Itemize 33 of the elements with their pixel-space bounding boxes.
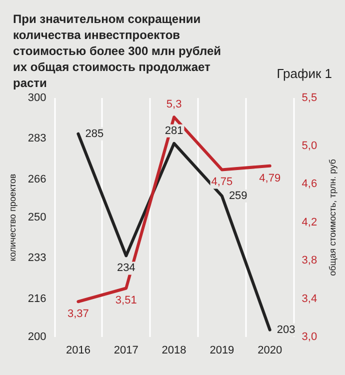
y2-tick-label: 5,5 xyxy=(302,92,318,104)
x-tick-label: 2018 xyxy=(162,344,186,356)
y-tick-label: 266 xyxy=(28,173,46,186)
y2-tick-label: 4,6 xyxy=(302,178,318,190)
y-tick-label: 233 xyxy=(28,252,46,264)
y2-tick-label: 4,2 xyxy=(302,216,318,228)
data-label: 259 xyxy=(228,190,248,202)
y-axis-title: количество проектов xyxy=(8,174,18,262)
y-tick-label: 200 xyxy=(28,331,46,343)
data-label: 285 xyxy=(85,128,104,140)
y2-tick-label: 5,0 xyxy=(302,140,318,152)
y-tick-label: 283 xyxy=(28,132,46,145)
y2-axis-title: общая стоимость, трлн. руб xyxy=(328,159,338,276)
data-label: 3,37 xyxy=(68,308,89,320)
y2-tick-label: 3,4 xyxy=(302,292,318,305)
y-tick-label: 250 xyxy=(28,212,46,224)
data-label: 4,75 xyxy=(211,176,233,188)
y2-tick-label: 3,0 xyxy=(302,331,318,343)
y-tick-label: 216 xyxy=(28,292,46,305)
data-label: 4,79 xyxy=(259,172,281,184)
y2-tick-label: 3,8 xyxy=(302,254,318,267)
chart-title: При значительном сокращении количества инвестпроектов стоимостью более 300 млн рублей их общая стоимость продолжает расти xyxy=(13,12,224,90)
x-tick-label: 2016 xyxy=(66,344,90,356)
data-label: 5,3 xyxy=(166,98,182,111)
x-tick-label: 2020 xyxy=(258,344,282,356)
y-tick-label: 300 xyxy=(28,92,46,104)
x-tick-label: 2017 xyxy=(114,344,138,356)
chart-subtitle: График 1 xyxy=(276,66,332,81)
x-tick-label: 2019 xyxy=(210,344,234,356)
data-label: 203 xyxy=(276,324,296,336)
data-label: 281 xyxy=(164,124,184,137)
data-label: 3,51 xyxy=(115,294,137,307)
data-label: 234 xyxy=(116,262,136,274)
